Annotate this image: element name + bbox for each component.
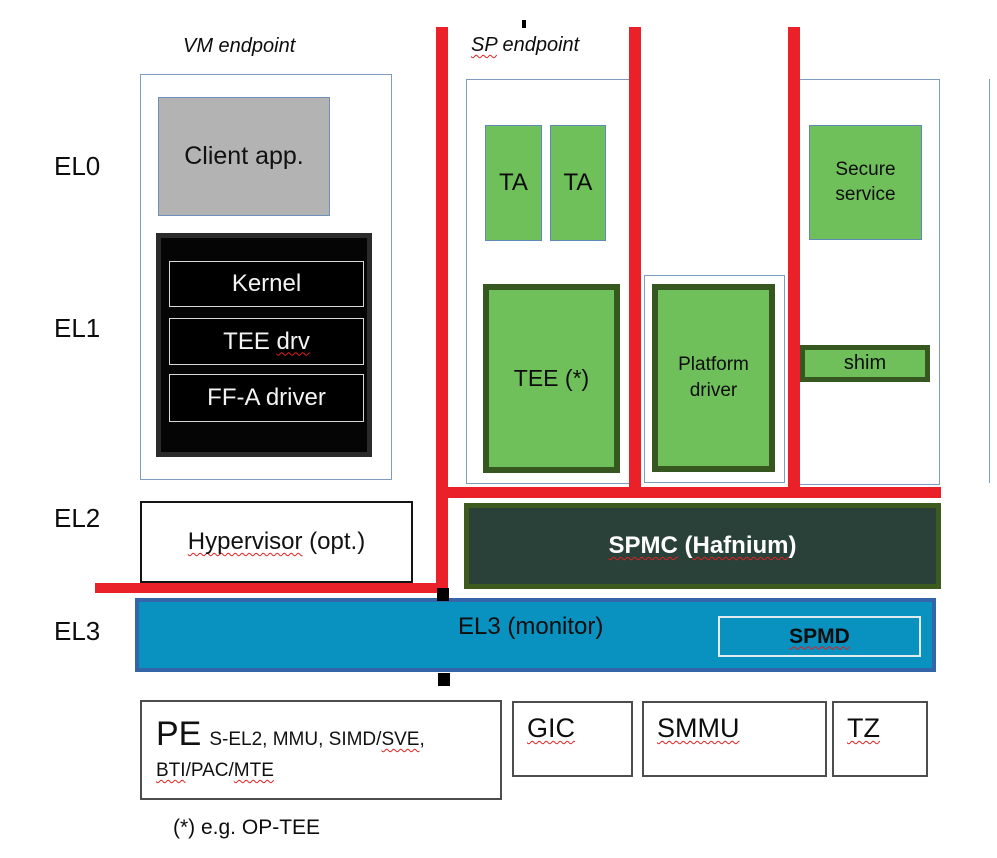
el3-monitor-bar bbox=[135, 598, 936, 672]
hypervisor-label-word: Hypervisor bbox=[187, 528, 303, 555]
red-horizontal-line-right bbox=[447, 487, 941, 498]
tee-drv-label-pre: TEE bbox=[223, 327, 277, 355]
spmc-label-spmc: SPMC bbox=[608, 532, 678, 559]
pe-feat-comma: , bbox=[419, 729, 425, 750]
platform-driver-label: Platform driver bbox=[678, 354, 749, 401]
ta-2-label: TA bbox=[563, 169, 593, 196]
platform-driver-box: Platform driver bbox=[652, 284, 775, 472]
shim-box: shim bbox=[800, 345, 930, 382]
ta-box-2: TA bbox=[550, 125, 606, 241]
ta-box-1: TA bbox=[485, 125, 542, 241]
pe-feat-bti: BTI bbox=[156, 759, 186, 781]
vm-endpoint-title: VM endpoint bbox=[183, 35, 296, 57]
ffa-driver-label: FF-A driver bbox=[207, 384, 326, 411]
client-app-label: Client app. bbox=[184, 142, 304, 170]
pe-feat-pac: /PAC/ bbox=[185, 759, 234, 781]
kernel-label: Kernel bbox=[231, 270, 302, 297]
pe-title: PE bbox=[156, 715, 202, 753]
label-el1: EL1 bbox=[54, 313, 101, 343]
hypervisor-label: Hypervisor (opt.) bbox=[188, 528, 365, 556]
red-horizontal-line-left bbox=[95, 583, 436, 593]
spmd-label: SPMD bbox=[789, 624, 850, 648]
footnote: (*) e.g. OP-TEE bbox=[173, 816, 321, 839]
red-vertical-bar-1 bbox=[436, 27, 448, 593]
spmc-label-paren: ( bbox=[677, 532, 693, 559]
tz-label: TZ bbox=[847, 713, 880, 743]
tz-box: TZ bbox=[832, 701, 928, 777]
junction-square-bottom bbox=[438, 673, 450, 686]
hypervisor-label-opt: (opt.) bbox=[302, 528, 366, 555]
tee-box: TEE (*) bbox=[483, 284, 620, 473]
spmc-label: SPMC (Hafnium) bbox=[608, 532, 796, 560]
junction-square-top bbox=[437, 588, 449, 601]
pe-text: PE S-EL2, MMU, SIMD/SVE, BTI/PAC/MTE bbox=[156, 712, 486, 784]
spmc-label-hafnium: Hafnium bbox=[692, 532, 789, 559]
tee-drv-label-drv: drv bbox=[276, 327, 310, 355]
kernel-stack-box: Kernel TEE drv FF-A driver bbox=[156, 233, 372, 457]
label-el2: EL2 bbox=[54, 503, 101, 533]
sp-container-4-edge bbox=[989, 79, 990, 483]
pe-feat-pre: S-EL2, MMU, SIMD/ bbox=[209, 729, 382, 750]
pe-feat-sve: SVE bbox=[381, 729, 420, 750]
kernel-box: Kernel bbox=[169, 261, 364, 307]
sp-endpoint-title: SP endpoint bbox=[471, 34, 579, 57]
secure-service-label: Secure service bbox=[835, 158, 896, 205]
pe-feat-mte: MTE bbox=[233, 759, 274, 781]
spmc-label-close: ) bbox=[788, 532, 797, 559]
gic-label: GIC bbox=[527, 713, 576, 743]
label-el3: EL3 bbox=[54, 616, 101, 646]
hypervisor-box: Hypervisor (opt.) bbox=[140, 501, 413, 583]
smmu-box: SMMU bbox=[642, 701, 827, 777]
secure-service-box: Secure service bbox=[809, 125, 922, 240]
cursor-artifact bbox=[522, 20, 526, 28]
tee-drv-label: TEE drv bbox=[223, 328, 310, 356]
el3-monitor-label: EL3 (monitor) bbox=[458, 613, 604, 640]
tee-label: TEE (*) bbox=[513, 365, 590, 391]
client-app-box: Client app. bbox=[158, 97, 330, 216]
spmd-box: SPMD bbox=[718, 616, 921, 657]
spmc-box: SPMC (Hafnium) bbox=[464, 503, 941, 589]
sp-endpoint-title-rest: endpoint bbox=[496, 34, 580, 56]
sp-endpoint-title-sp: SP bbox=[471, 34, 497, 56]
tee-drv-box: TEE drv bbox=[169, 318, 364, 365]
label-el0: EL0 bbox=[54, 151, 101, 181]
shim-label: shim bbox=[843, 352, 887, 374]
gic-box: GIC bbox=[512, 701, 633, 777]
ffa-driver-box: FF-A driver bbox=[169, 374, 364, 422]
smmu-label: SMMU bbox=[657, 713, 740, 743]
pe-box: PE S-EL2, MMU, SIMD/SVE, BTI/PAC/MTE bbox=[140, 700, 502, 800]
red-vertical-bar-3 bbox=[788, 27, 800, 498]
ta-1-label: TA bbox=[499, 169, 528, 196]
pe-features: S-EL2, MMU, SIMD/SVE, BTI/PAC/MTE bbox=[156, 729, 425, 781]
red-vertical-bar-2 bbox=[629, 27, 641, 498]
